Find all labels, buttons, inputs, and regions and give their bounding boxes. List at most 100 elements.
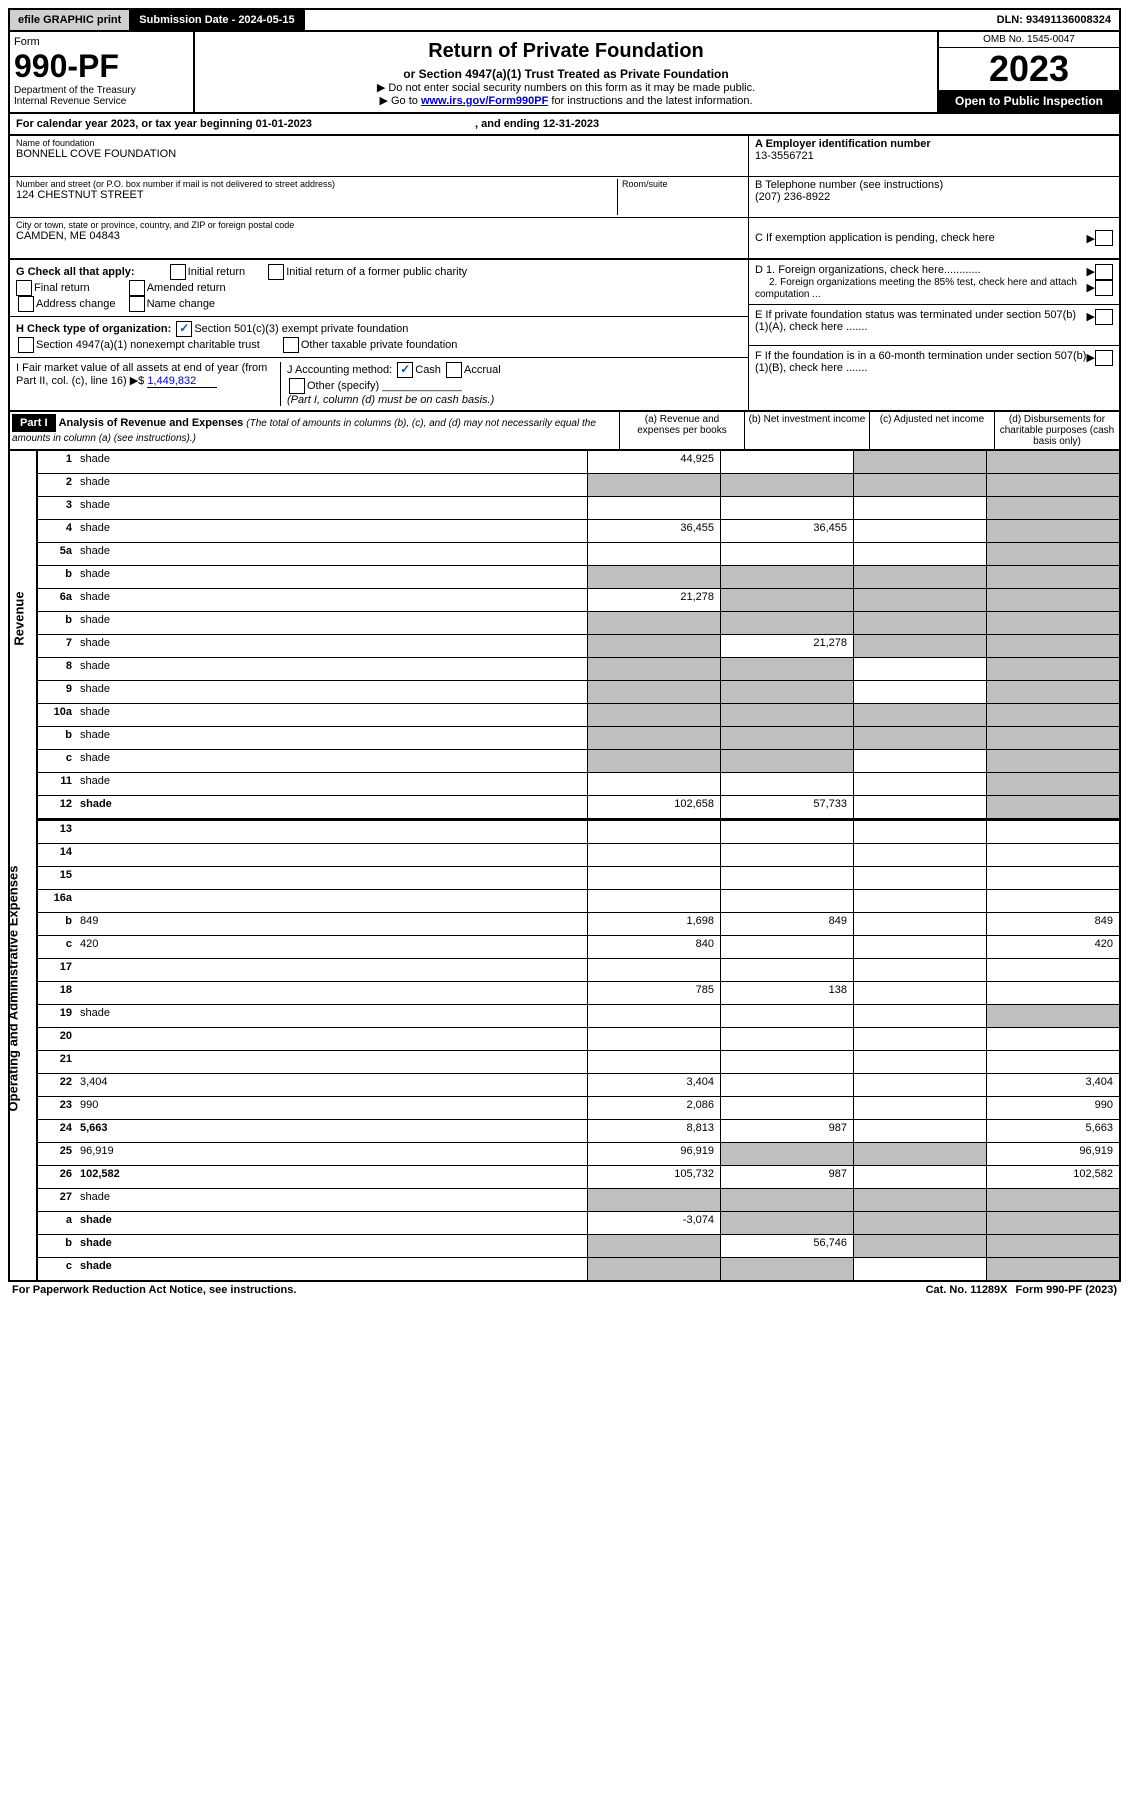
line-description: shade	[76, 681, 587, 703]
value-cell-c	[853, 566, 986, 588]
h-other-checkbox[interactable]	[283, 337, 299, 353]
city-row: City or town, state or province, country…	[10, 218, 748, 258]
table-row: 27shade	[38, 1189, 1119, 1212]
value-cell-b	[720, 681, 853, 703]
form-title: Return of Private Foundation	[199, 40, 933, 63]
exemption-label: C If exemption application is pending, c…	[755, 232, 1087, 244]
checks-block: G Check all that apply: Initial return I…	[8, 260, 1121, 412]
value-cell-d: 5,663	[986, 1120, 1119, 1142]
value-cell-d	[986, 520, 1119, 542]
form-number: 990-PF	[14, 48, 189, 85]
line-description	[76, 982, 587, 1004]
calyear-mid: , and ending	[475, 118, 543, 130]
value-cell-a	[587, 959, 720, 981]
value-cell-b	[720, 658, 853, 680]
d1-checkbox[interactable]	[1095, 264, 1113, 280]
col-a-head: (a) Revenue and expenses per books	[619, 412, 744, 449]
h-501c3-checkbox[interactable]	[176, 321, 192, 337]
value-cell-c	[853, 1097, 986, 1119]
calyear-begin: 01-01-2023	[256, 118, 312, 130]
value-cell-d	[986, 1051, 1119, 1073]
line-number: 14	[38, 844, 76, 866]
line-description: shade	[76, 635, 587, 657]
value-cell-b	[720, 936, 853, 958]
line-number: 15	[38, 867, 76, 889]
table-row: 4shade36,45536,455	[38, 520, 1119, 543]
value-cell-b	[720, 959, 853, 981]
line-number: 21	[38, 1051, 76, 1073]
value-cell-a	[587, 1189, 720, 1211]
value-cell-b	[720, 1005, 853, 1027]
rows-container: 1shade44,9252shade3shade4shade36,45536,4…	[38, 451, 1119, 1280]
g-opt-2: Final return	[34, 282, 90, 294]
g-final-checkbox[interactable]	[16, 280, 32, 296]
j-accrual-checkbox[interactable]	[446, 362, 462, 378]
exemption-checkbox[interactable]	[1095, 230, 1113, 246]
j-cash-checkbox[interactable]	[397, 362, 413, 378]
e-checkbox[interactable]	[1095, 309, 1113, 325]
line-description	[76, 821, 587, 843]
value-cell-b: 987	[720, 1166, 853, 1188]
value-cell-c	[853, 1235, 986, 1257]
g-name-checkbox[interactable]	[129, 296, 145, 312]
g-addr-checkbox[interactable]	[18, 296, 34, 312]
value-cell-a	[587, 1051, 720, 1073]
value-cell-a: 8,813	[587, 1120, 720, 1142]
form-link[interactable]: www.irs.gov/Form990PF	[421, 95, 548, 107]
side-labels: Revenue Operating and Administrative Exp…	[10, 451, 38, 1280]
top-bar: efile GRAPHIC print Submission Date - 20…	[8, 8, 1121, 32]
table-row: cshade	[38, 1258, 1119, 1280]
header-center: Return of Private Foundation or Section …	[195, 32, 937, 112]
table-row: 16a	[38, 890, 1119, 913]
header-right: OMB No. 1545-0047 2023 Open to Public In…	[937, 32, 1119, 112]
table-row: b8491,698849849	[38, 913, 1119, 936]
d2-checkbox[interactable]	[1095, 280, 1113, 296]
h-opt-3: Other taxable private foundation	[301, 339, 458, 351]
line-description: shade	[76, 497, 587, 519]
table-row: 8shade	[38, 658, 1119, 681]
g-amended-checkbox[interactable]	[129, 280, 145, 296]
line-number: 3	[38, 497, 76, 519]
efile-button[interactable]: efile GRAPHIC print	[10, 10, 131, 30]
h-4947-checkbox[interactable]	[18, 337, 34, 353]
value-cell-d	[986, 982, 1119, 1004]
line-description: shade	[76, 474, 587, 496]
g-initial-checkbox[interactable]	[170, 264, 186, 280]
line-number: 11	[38, 773, 76, 795]
info-right: A Employer identification number 13-3556…	[748, 136, 1119, 258]
value-cell-b	[720, 1258, 853, 1280]
value-cell-a	[587, 474, 720, 496]
value-cell-c	[853, 890, 986, 912]
irs-label: Internal Revenue Service	[14, 96, 189, 107]
table-row: 6ashade21,278	[38, 589, 1119, 612]
g-opt-4: Address change	[36, 298, 116, 310]
line-number: 4	[38, 520, 76, 542]
value-cell-c	[853, 1143, 986, 1165]
f-checkbox[interactable]	[1095, 350, 1113, 366]
value-cell-b	[720, 566, 853, 588]
value-cell-b	[720, 727, 853, 749]
value-cell-d	[986, 543, 1119, 565]
line-number: b	[38, 1235, 76, 1257]
value-cell-b: 21,278	[720, 635, 853, 657]
value-cell-c	[853, 1028, 986, 1050]
g-initial-former-checkbox[interactable]	[268, 264, 284, 280]
table-row: 11shade	[38, 773, 1119, 796]
phone-label: B Telephone number (see instructions)	[755, 179, 1113, 191]
value-cell-d	[986, 867, 1119, 889]
value-cell-d	[986, 1189, 1119, 1211]
e-row: E If private foundation status was termi…	[749, 305, 1119, 346]
line-description: shade	[76, 520, 587, 542]
value-cell-c	[853, 497, 986, 519]
value-cell-a: 1,698	[587, 913, 720, 935]
value-cell-c	[853, 1212, 986, 1234]
table-row: 3shade	[38, 497, 1119, 520]
pra-notice: For Paperwork Reduction Act Notice, see …	[8, 1284, 922, 1296]
j-other-checkbox[interactable]	[289, 378, 305, 394]
value-cell-d: 420	[986, 936, 1119, 958]
line-description: shade	[76, 1212, 587, 1234]
table-row: 26102,582105,732987102,582	[38, 1166, 1119, 1189]
value-cell-c	[853, 543, 986, 565]
line-description: shade	[76, 773, 587, 795]
value-cell-d: 990	[986, 1097, 1119, 1119]
